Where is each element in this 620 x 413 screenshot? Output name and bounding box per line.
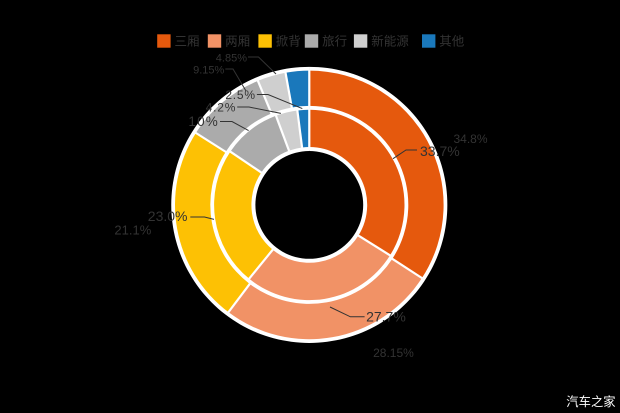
svg-text:28.15%: 28.15% — [373, 346, 414, 360]
svg-text:10%: 10% — [188, 114, 219, 129]
svg-text:新能源: 新能源 — [371, 33, 409, 48]
svg-text:掀背: 掀背 — [276, 34, 301, 48]
svg-text:三厢: 三厢 — [175, 34, 200, 48]
svg-text:汽车之家: 汽车之家 — [566, 394, 615, 409]
svg-text:旅行: 旅行 — [322, 34, 347, 48]
svg-text:21.1%: 21.1% — [114, 223, 151, 238]
svg-text:9.15%: 9.15% — [193, 64, 224, 76]
svg-text:其他: 其他 — [439, 34, 465, 48]
svg-text:两厢: 两厢 — [225, 34, 250, 48]
svg-text:34.8%: 34.8% — [454, 132, 488, 146]
svg-text:33.7%: 33.7% — [420, 143, 460, 159]
svg-text:4.2%: 4.2% — [206, 101, 237, 115]
svg-text:2.5%: 2.5% — [225, 88, 256, 102]
svg-text:23.0%: 23.0% — [148, 208, 188, 224]
svg-text:4.85%: 4.85% — [216, 52, 247, 64]
svg-text:27.7%: 27.7% — [366, 308, 406, 324]
